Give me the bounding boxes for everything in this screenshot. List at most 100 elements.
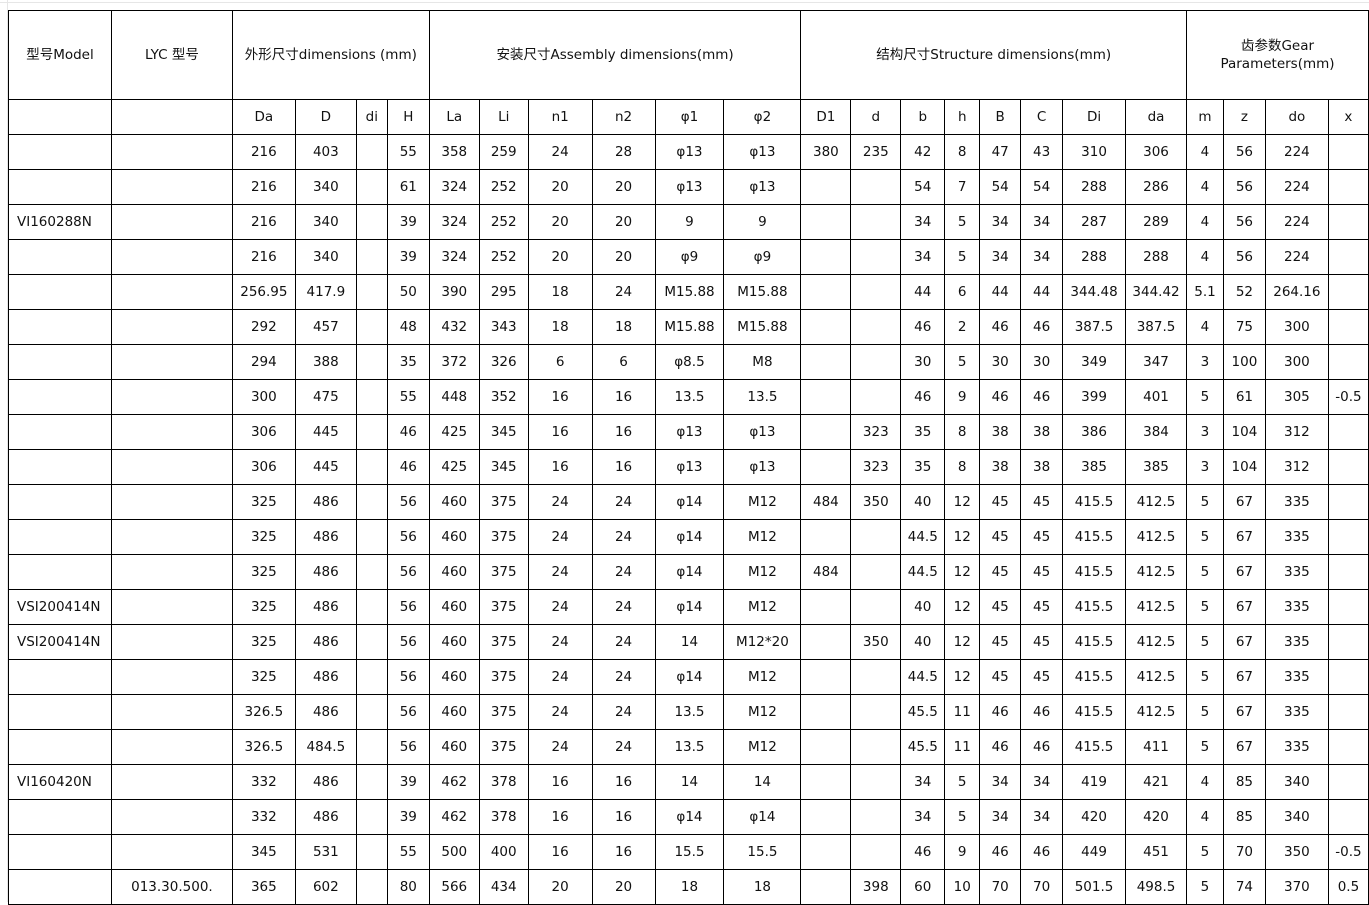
value-cell: 45: [979, 659, 1022, 695]
value-cell: 332: [231, 764, 296, 800]
value-cell: 323: [850, 449, 902, 485]
value-cell: [355, 309, 388, 345]
value-cell: 375: [478, 694, 529, 730]
value-cell: 421: [1125, 764, 1187, 800]
value-cell: 332: [231, 799, 296, 835]
value-cell: 399: [1062, 379, 1127, 415]
model-cell: [8, 554, 112, 590]
value-cell: 12: [944, 659, 981, 695]
value-cell: 46: [386, 414, 430, 450]
value-cell: 7: [944, 169, 981, 205]
header-assembly: 安装尺寸Assembly dimensions(mm): [428, 10, 802, 100]
column-header: Li: [478, 99, 529, 135]
value-cell: 16: [527, 414, 593, 450]
value-cell: 295: [478, 274, 529, 310]
value-cell: 16: [591, 379, 656, 415]
header-gear-line1: 齿参数Gear: [1240, 38, 1315, 54]
value-cell: [800, 344, 852, 380]
value-cell: 24: [591, 519, 656, 555]
value-cell: 387.5: [1125, 309, 1187, 345]
table-row: 256.95 417.9 50 390 295 18 24 M15.88 M15.88 44 6 44…: [8, 274, 1369, 310]
value-cell: [850, 799, 902, 835]
value-cell: 44: [900, 274, 946, 310]
value-cell: 310: [1062, 134, 1127, 170]
value-cell: 39: [386, 239, 430, 275]
value-cell: 365: [231, 869, 296, 905]
value-cell: [355, 834, 388, 870]
value-cell: 412.5: [1125, 554, 1187, 590]
value-cell: 20: [527, 869, 593, 905]
table-row: VI160288N 216 340 39 324 252 20 20 9 9 34 5 34 34 287 2…: [8, 204, 1369, 240]
lyc-cell: [110, 484, 233, 520]
value-cell: 46: [1020, 729, 1064, 765]
value-cell: 350: [850, 624, 902, 660]
value-cell: M15.88: [723, 274, 802, 310]
value-cell: M12: [723, 589, 802, 625]
value-cell: 46: [1020, 379, 1064, 415]
value-cell: 345: [478, 449, 529, 485]
value-cell: 45: [979, 484, 1022, 520]
value-cell: 390: [428, 274, 480, 310]
value-cell: [850, 309, 902, 345]
value-cell: 12: [944, 484, 981, 520]
model-cell: VI160288N: [8, 204, 112, 240]
value-cell: 300: [1264, 309, 1329, 345]
value-cell: 216: [231, 169, 296, 205]
value-cell: φ9: [723, 239, 802, 275]
value-cell: 45: [979, 624, 1022, 660]
value-cell: 9: [723, 204, 802, 240]
value-cell: 56: [386, 659, 430, 695]
column-header: H: [386, 99, 430, 135]
value-cell: 43: [1020, 134, 1064, 170]
header-gear-line2: Parameters(mm): [1220, 56, 1335, 72]
value-cell: 28: [591, 134, 656, 170]
column-header: da: [1125, 99, 1187, 135]
value-cell: 24: [527, 589, 593, 625]
value-cell: 3: [1186, 449, 1224, 485]
value-cell: 375: [478, 729, 529, 765]
value-cell: 415.5: [1062, 554, 1127, 590]
value-cell: 24: [527, 624, 593, 660]
value-cell: 335: [1264, 519, 1329, 555]
value-cell: 46: [979, 729, 1022, 765]
lyc-cell: [110, 379, 233, 415]
model-cell: VI160420N: [8, 764, 112, 800]
lyc-cell: [110, 239, 233, 275]
value-cell: 294: [231, 344, 296, 380]
value-cell: 412.5: [1125, 519, 1187, 555]
value-cell: 4: [1186, 204, 1224, 240]
value-cell: φ13: [654, 449, 725, 485]
value-cell: 324: [428, 169, 480, 205]
value-cell: 323: [850, 414, 902, 450]
value-cell: 30: [1020, 344, 1064, 380]
top-divider: [0, 2, 1369, 3]
value-cell: φ14: [654, 519, 725, 555]
value-cell: 75: [1222, 309, 1266, 345]
value-cell: 385: [1062, 449, 1127, 485]
value-cell: φ13: [723, 449, 802, 485]
value-cell: [800, 764, 852, 800]
value-cell: 56: [386, 589, 430, 625]
left-divider: [7, 0, 8, 902]
value-cell: [355, 239, 388, 275]
value-cell: φ14: [654, 659, 725, 695]
value-cell: 34: [979, 204, 1022, 240]
value-cell: [355, 589, 388, 625]
lyc-cell: [110, 834, 233, 870]
value-cell: 306: [231, 449, 296, 485]
value-cell: M15.88: [654, 274, 725, 310]
value-cell: 415.5: [1062, 659, 1127, 695]
value-cell: 14: [723, 764, 802, 800]
value-cell: φ9: [654, 239, 725, 275]
column-header: m: [1186, 99, 1224, 135]
value-cell: 412.5: [1125, 484, 1187, 520]
value-cell: [355, 274, 388, 310]
value-cell: 46: [979, 694, 1022, 730]
value-cell: 24: [591, 484, 656, 520]
lyc-cell: [110, 694, 233, 730]
value-cell: 375: [478, 484, 529, 520]
column-header: n2: [591, 99, 656, 135]
value-cell: 401: [1125, 379, 1187, 415]
value-cell: 449: [1062, 834, 1127, 870]
lyc-cell: [110, 659, 233, 695]
